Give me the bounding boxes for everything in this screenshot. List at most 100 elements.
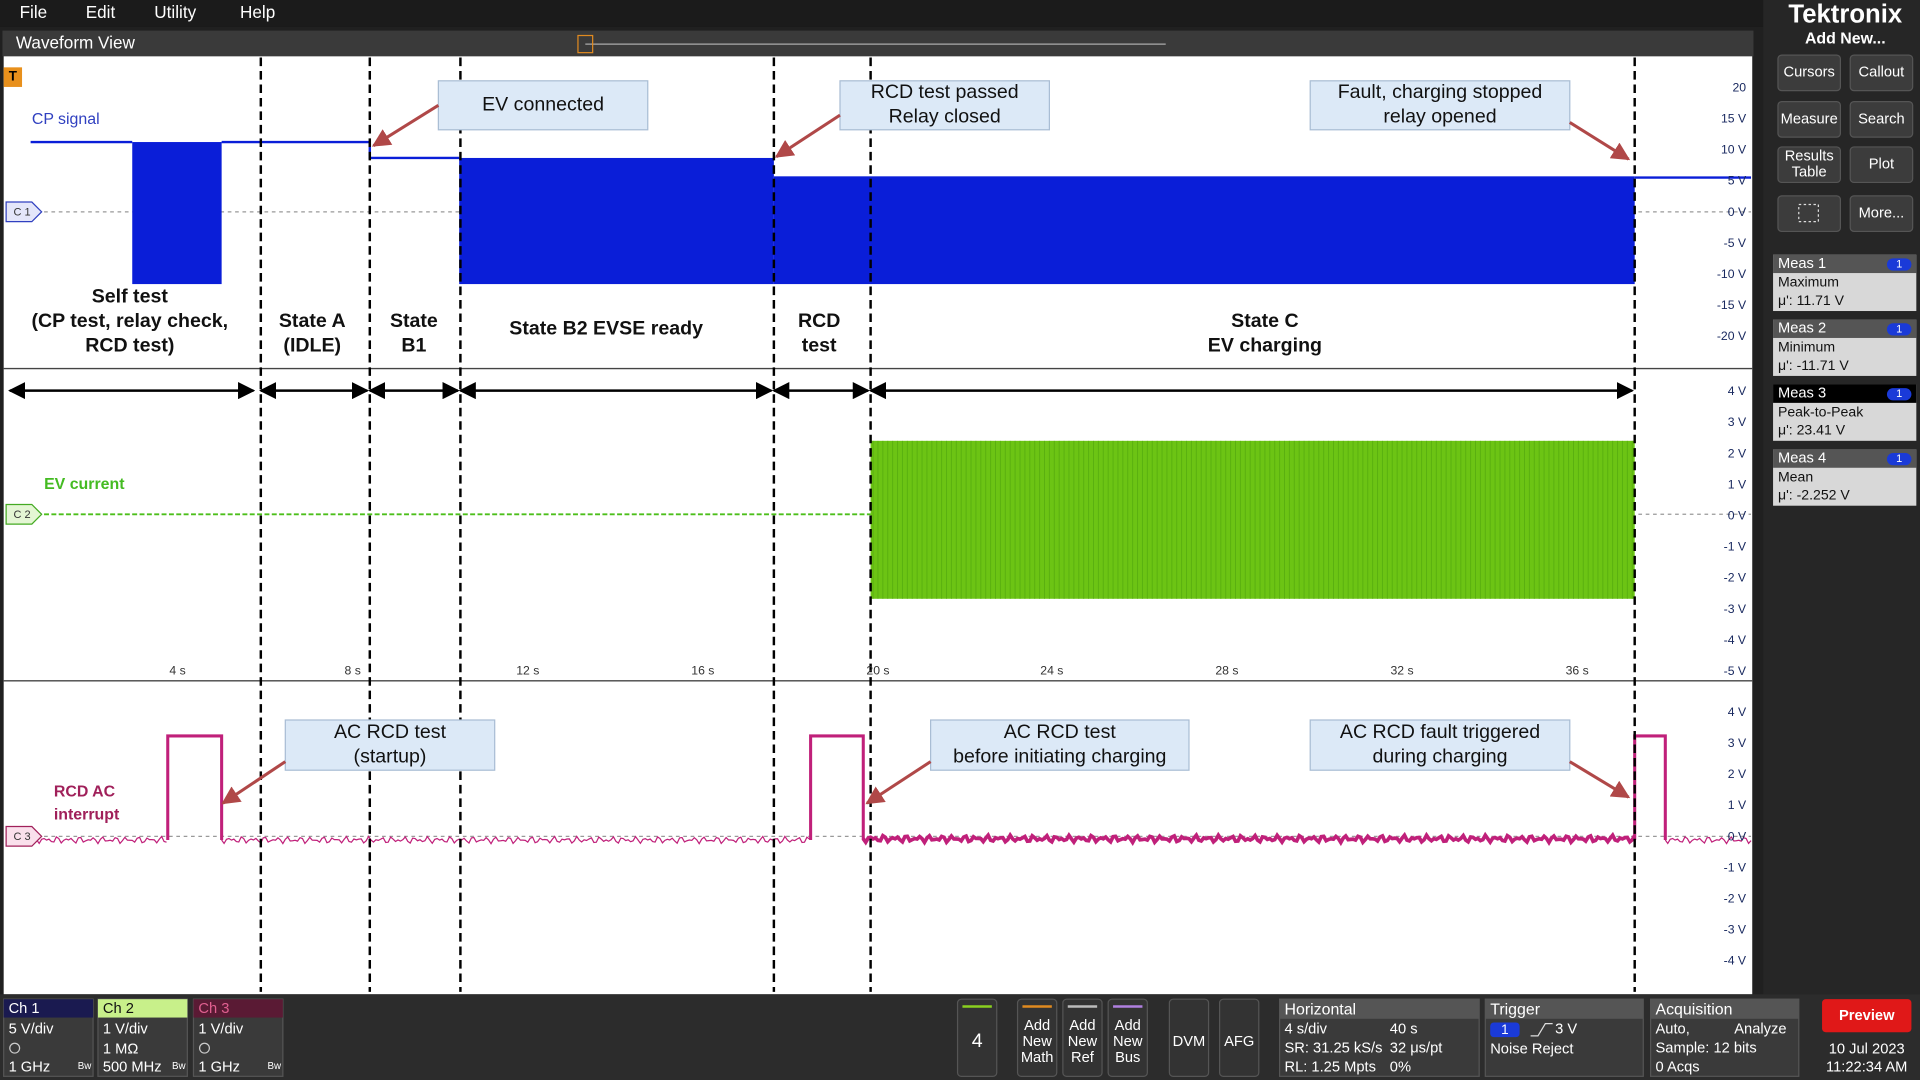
preview-button[interactable] [1822,999,1912,1033]
tool-button-label[interactable]: AFG [1224,1034,1254,1050]
add-button-label[interactable]: Ref [1071,1050,1095,1066]
side-button[interactable] [1849,54,1914,92]
time-label: 36 s [1566,663,1589,677]
channel-label: CP signal [32,111,100,128]
callout-text: AC RCD fault triggered [1340,721,1540,743]
menu-item[interactable]: File [20,2,48,22]
menu-item[interactable]: Utility [154,2,196,22]
menu-item[interactable]: Help [240,2,275,22]
y-axis-label: 0 V [1728,508,1747,522]
channel-setting: 5 V/div [9,1022,55,1038]
add-button[interactable] [1107,998,1148,1077]
horizontal-header [1279,999,1480,1019]
side-button-label[interactable]: Cursors [1783,65,1834,81]
y-axis-label: -3 V [1724,602,1747,616]
add-button-label[interactable]: Add [1024,1018,1050,1034]
side-button-label[interactable]: Table [1792,165,1827,181]
channel-box-header [3,999,94,1018]
side-button[interactable] [1849,195,1914,233]
view-title: Waveform View [16,33,136,53]
zoom-button[interactable] [1777,195,1842,233]
horizontal-setting: 4 s/div [1284,1022,1327,1038]
state-label: Self test [92,286,169,308]
add-button[interactable] [1062,998,1103,1077]
waveform-count-box[interactable] [956,998,998,1077]
add-button[interactable] [1016,998,1058,1077]
y-axis-label: -20 V [1717,329,1747,343]
add-button-label[interactable]: New [1022,1034,1052,1050]
y-axis-label: 20 [1733,80,1747,94]
side-button[interactable] [1777,101,1842,138]
acquisition-setting: Analyze [1734,1022,1786,1038]
callout-arrow [1568,121,1631,161]
ev-current-waveform [870,440,1635,599]
side-button-label[interactable]: Callout [1859,65,1905,81]
callout-text: AC RCD test [334,721,447,743]
measurement-badge-label: 1 [1896,453,1902,465]
add-button-label[interactable]: Math [1021,1050,1054,1066]
side-button[interactable] [1849,146,1914,184]
channel-label: interrupt [54,807,120,824]
state-label: RCD [798,310,840,332]
callout-text: AC RCD test [1004,721,1117,743]
y-axis-label: 0 V [1728,829,1747,843]
zoom-icon [1798,203,1819,223]
y-axis-label: 4 V [1728,705,1747,719]
add-button-label[interactable]: Add [1069,1018,1095,1034]
side-button-label[interactable]: Measure [1781,111,1838,127]
add-button-label[interactable]: New [1068,1034,1098,1050]
add-button-label[interactable]: Add [1115,1018,1141,1034]
horizontal-setting: 40 s [1390,1022,1418,1038]
trigger-source-badge [1490,1022,1520,1038]
measurement-badge-label: 1 [1896,323,1902,335]
channel-setting: 1 GHz [9,1060,51,1076]
side-button[interactable] [1777,146,1842,184]
time-label: 16 s [691,663,714,677]
measurement-badge [1886,323,1912,336]
y-axis-label: -1 V [1724,540,1747,554]
menu-item[interactable]: Edit [86,2,116,22]
cp-waveform [773,176,1635,285]
channel-badge [5,503,43,525]
callout-text: before initiating charging [953,746,1166,768]
y-axis-label: 4 V [1728,384,1747,398]
add-button-label[interactable]: New [1113,1034,1143,1050]
y-axis-label: 5 V [1728,174,1747,188]
y-axis-label: -5 V [1724,236,1747,250]
trigger-slope-icon [1530,1023,1553,1037]
tool-button[interactable] [1168,998,1210,1077]
rcd-pulse [809,734,865,840]
bandwidth-mark: Bw [267,1061,282,1072]
date: 10 Jul 2023 [1829,1041,1905,1057]
add-button-label[interactable]: Bus [1115,1050,1140,1066]
side-button-label[interactable]: More... [1859,206,1905,222]
cp-waveform [459,157,774,285]
side-button[interactable] [1777,54,1842,92]
time-label: 32 s [1390,663,1413,677]
measurement-value: μ': -2.252 V [1778,487,1850,503]
side-button-label[interactable]: Search [1858,111,1905,127]
measurement-value: μ': -11.71 V [1778,357,1849,373]
measurement-header [1773,254,1917,274]
side-button-label[interactable]: Plot [1869,157,1894,173]
callout-box [1309,719,1571,771]
channel-box-header [193,999,283,1018]
tool-button-label[interactable]: DVM [1173,1034,1206,1050]
measurement-header [1773,384,1917,403]
trigger-mode: Noise Reject [1490,1041,1573,1057]
rcd-waveform [1664,836,1752,845]
state-label: test [802,335,837,357]
side-button-label[interactable]: Results [1785,149,1834,165]
horizontal-title: Horizontal [1284,1001,1356,1018]
state-label: (IDLE) [283,335,341,357]
side-button[interactable] [1849,101,1914,138]
y-axis-label: 2 V [1728,446,1747,460]
tool-button[interactable] [1218,998,1260,1077]
preview-label[interactable]: Preview [1839,1008,1895,1024]
y-axis-label: -2 V [1724,891,1747,905]
trigger-level: 3 V [1555,1022,1577,1038]
measurement-value: μ': 23.41 V [1778,422,1846,438]
channel-setting: 1 MΩ [103,1041,138,1057]
